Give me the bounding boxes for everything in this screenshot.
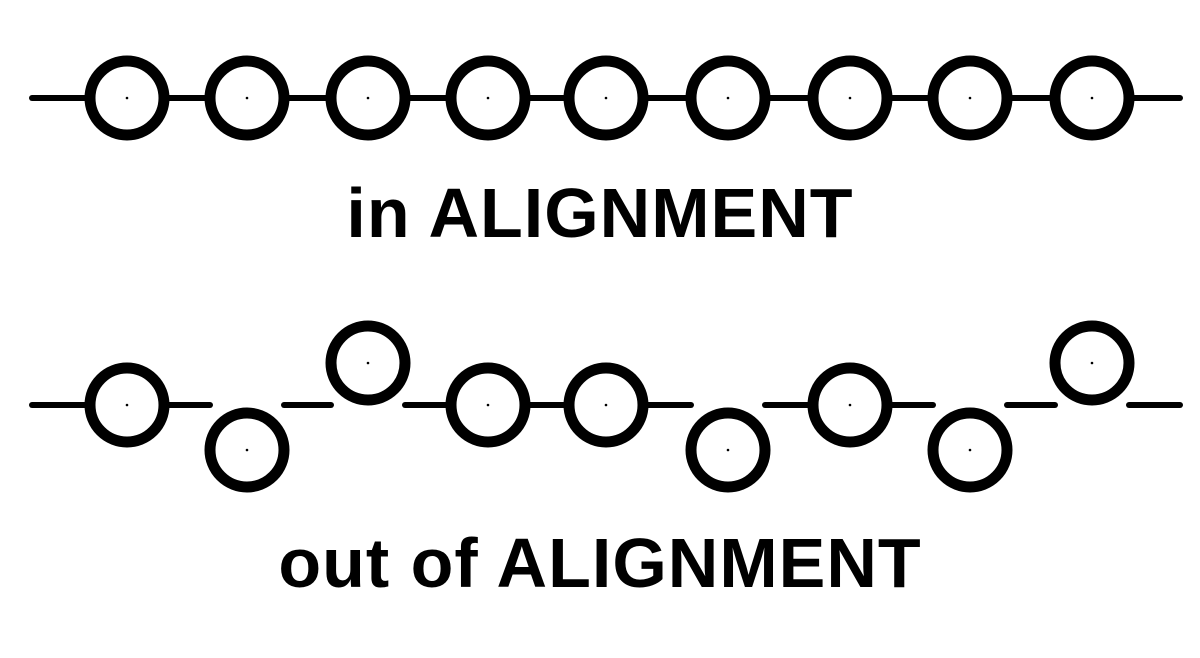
misaligned-ring: [685, 407, 771, 493]
misaligned-ring-center-dot: [366, 361, 370, 365]
aligned-ring: [84, 55, 170, 141]
misaligned-ring: [927, 407, 1013, 493]
aligned-ring: [927, 55, 1013, 141]
aligned-ring: [1049, 55, 1135, 141]
misaligned-ring: [807, 362, 893, 448]
aligned-ring-center-dot: [486, 96, 490, 100]
misaligned-ring-center-dot: [125, 403, 129, 407]
aligned-ring: [685, 55, 771, 141]
aligned-ring-center-dot: [245, 96, 249, 100]
misaligned-ring-center-dot: [245, 448, 249, 452]
misaligned-ring: [563, 362, 649, 448]
misaligned-ring: [1049, 320, 1135, 406]
aligned-ring-center-dot: [726, 96, 730, 100]
aligned-ring-center-dot: [968, 96, 972, 100]
misaligned-ring: [325, 320, 411, 406]
misaligned-ring-center-dot: [848, 403, 852, 407]
misaligned-ring-center-dot: [726, 448, 730, 452]
misaligned-caption: out of ALIGNMENT: [278, 524, 922, 602]
aligned-ring: [807, 55, 893, 141]
aligned-ring: [563, 55, 649, 141]
misaligned-ring: [84, 362, 170, 448]
aligned-ring: [325, 55, 411, 141]
aligned-ring-center-dot: [366, 96, 370, 100]
misaligned-ring-center-dot: [604, 403, 608, 407]
aligned-ring-center-dot: [1090, 96, 1094, 100]
misaligned-ring-center-dot: [968, 448, 972, 452]
misaligned-ring-center-dot: [486, 403, 490, 407]
aligned-ring: [204, 55, 290, 141]
misaligned-ring: [204, 407, 290, 493]
misaligned-ring-center-dot: [1090, 361, 1094, 365]
aligned-ring-center-dot: [125, 96, 129, 100]
aligned-ring-center-dot: [604, 96, 608, 100]
aligned-ring-center-dot: [848, 96, 852, 100]
aligned-ring: [445, 55, 531, 141]
aligned-caption: in ALIGNMENT: [346, 174, 854, 252]
misaligned-ring: [445, 362, 531, 448]
